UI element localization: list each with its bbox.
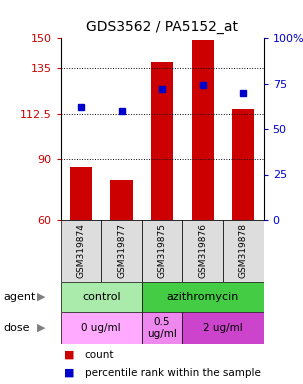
Text: ■: ■ <box>64 350 74 360</box>
Bar <box>182 220 223 282</box>
Bar <box>61 282 142 312</box>
Bar <box>191 40 214 220</box>
Text: count: count <box>85 350 114 360</box>
Text: ▶: ▶ <box>37 323 45 333</box>
Text: percentile rank within the sample: percentile rank within the sample <box>85 367 261 377</box>
Text: ▶: ▶ <box>37 292 45 302</box>
Text: GSM319878: GSM319878 <box>239 223 248 278</box>
Bar <box>151 62 173 220</box>
Text: ■: ■ <box>64 367 74 377</box>
Text: agent: agent <box>3 292 35 302</box>
Bar <box>223 220 264 282</box>
Bar <box>232 109 255 220</box>
Bar <box>182 312 264 344</box>
Text: dose: dose <box>3 323 29 333</box>
Text: GSM319874: GSM319874 <box>76 223 85 278</box>
Bar <box>101 220 142 282</box>
Bar <box>142 220 182 282</box>
Bar <box>61 220 101 282</box>
Title: GDS3562 / PA5152_at: GDS3562 / PA5152_at <box>86 20 238 34</box>
Text: GSM319876: GSM319876 <box>198 223 207 278</box>
Bar <box>142 282 264 312</box>
Text: GSM319875: GSM319875 <box>158 223 167 278</box>
Text: 0 ug/ml: 0 ug/ml <box>82 323 121 333</box>
Bar <box>61 312 142 344</box>
Text: 0.5
ug/ml: 0.5 ug/ml <box>147 317 177 339</box>
Bar <box>142 312 182 344</box>
Text: 2 ug/ml: 2 ug/ml <box>203 323 243 333</box>
Text: azithromycin: azithromycin <box>167 292 239 302</box>
Text: GSM319877: GSM319877 <box>117 223 126 278</box>
Bar <box>70 167 92 220</box>
Bar <box>110 180 133 220</box>
Text: control: control <box>82 292 121 302</box>
